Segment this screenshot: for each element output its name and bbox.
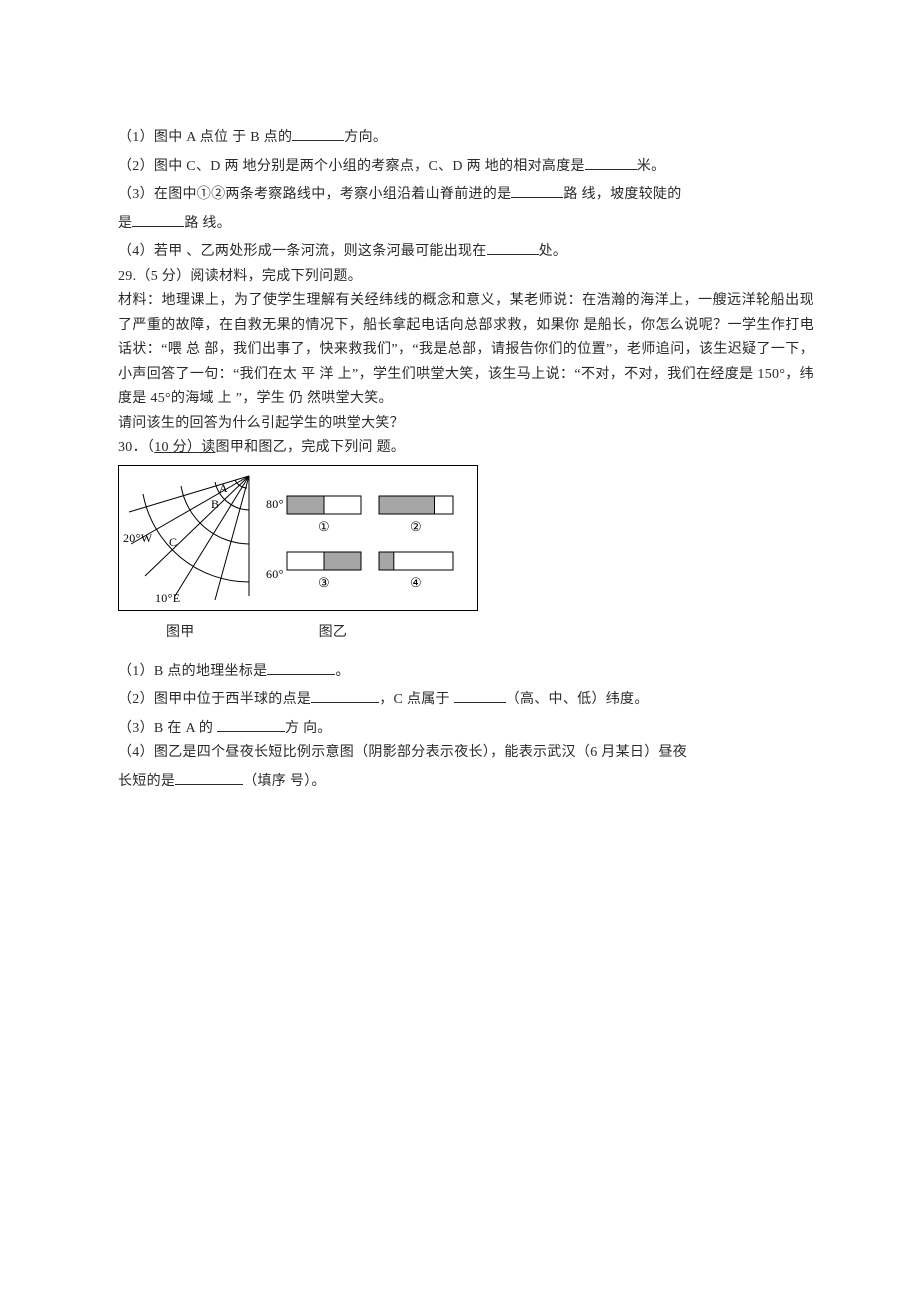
q28-sub3-line2: 是 路 线。 [118, 208, 814, 237]
q29-heading: 29.（5 分）阅读材料，完成下列问题。 [118, 265, 814, 290]
q30-sub4-line2: 长短的是 （填序 号）。 [118, 766, 814, 795]
svg-text:①: ① [318, 519, 330, 534]
blank [132, 208, 184, 227]
q28-sub3-pre: （3）在图中①②两条考察路线中，考察小组沿着山脊前进的是 [118, 187, 511, 202]
blank [217, 713, 285, 732]
label-60: 60° [266, 567, 284, 581]
label-10e: 10°E [155, 591, 180, 605]
q30-sub2-suf: （高、中、低）纬度。 [506, 692, 649, 707]
q30-sub2-pre: （2）图甲中位于西半球的点是 [118, 692, 311, 707]
q28-sub1-suf: 方向。 [344, 130, 387, 145]
blank [487, 236, 539, 255]
figure-container: 80° 60° 20°W 10°E A B C ① ② ③ ④ 图甲 图乙 [118, 465, 814, 646]
q28-sub1: （1）图中 A 点位 于 B 点的 方向。 [118, 122, 814, 151]
blank [175, 766, 243, 785]
q30-sub3: （3）B 在 A 的 方 向。 [118, 713, 814, 742]
q30-heading-suf: 图甲和图乙，完成下列问 题。 [216, 440, 406, 455]
label-80: 80° [266, 497, 284, 511]
caption-jia: 图甲 [166, 621, 195, 646]
q28-sub2: （2）图中 C、D 两 地分别是两个小组的考察点，C、D 两 地的相对高度是 米。 [118, 151, 814, 180]
svg-text:③: ③ [318, 575, 330, 590]
q28-sub3-l2-pre: 是 [118, 216, 132, 231]
q30-sub4-l2-pre: 长短的是 [118, 774, 175, 789]
q29-body: 材料：地理课上，为了使学生理解有关经纬线的概念和意义，某老师说：在浩瀚的海洋上，… [118, 289, 814, 412]
blank [585, 151, 637, 170]
q30-sub1: （1）B 点的地理坐标是 。 [118, 656, 814, 685]
point-B: B [211, 497, 219, 511]
q30-sub1-suf: 。 [335, 664, 349, 679]
q28-sub2-suf: 米。 [637, 159, 666, 174]
svg-text:④: ④ [410, 575, 422, 590]
caption-yi: 图乙 [319, 621, 348, 646]
q30-sub1-pre: （1）B 点的地理坐标是 [118, 664, 267, 679]
svg-text:②: ② [410, 519, 422, 534]
q29-question: 请问该生的回答为什么引起学生的哄堂大笑？ [118, 412, 814, 437]
q28-sub3-l2-suf: 路 线。 [184, 216, 231, 231]
figure-captions: 图甲 图乙 [118, 621, 814, 646]
label-20w: 20°W [123, 531, 153, 545]
blank [454, 684, 506, 703]
q30-heading-pre: 30．（ [118, 440, 154, 455]
q28-sub1-pre: （1）图中 A 点位 于 B 点的 [118, 130, 292, 145]
q30-sub2-mid: ，C 点属于 [379, 692, 450, 707]
q30-sub3-suf: 方 向。 [285, 721, 332, 736]
q28-sub2-pre: （2）图中 C、D 两 地分别是两个小组的考察点，C、D 两 地的相对高度是 [118, 159, 585, 174]
q28-sub3: （3）在图中①②两条考察路线中，考察小组沿着山脊前进的是 路 线，坡度较陡的 [118, 179, 814, 208]
q30-sub4: （4）图乙是四个昼夜长短比例示意图（阴影部分表示夜长），能表示武汉（6 月某日）… [118, 741, 814, 766]
point-A: A [219, 481, 228, 495]
q30-sub2: （2）图甲中位于西半球的点是 ，C 点属于 （高、中、低）纬度。 [118, 684, 814, 713]
figure-svg: 80° 60° 20°W 10°E A B C ① ② ③ ④ [118, 465, 478, 611]
q30-sub4-l2-suf: （填序 号）。 [243, 774, 326, 789]
q28-sub4-suf: 处。 [539, 244, 568, 259]
q28-sub4: （4）若甲 、乙两处形成一条河流，则这条河最可能出现在 处。 [118, 236, 814, 265]
q28-sub3-mid: 路 线，坡度较陡的 [563, 187, 681, 202]
blank [267, 656, 335, 675]
q30-sub3-pre: （3）B 在 A 的 [118, 721, 217, 736]
point-C: C [169, 535, 177, 549]
q28-sub4-pre: （4）若甲 、乙两处形成一条河流，则这条河最可能出现在 [118, 244, 487, 259]
blank [511, 179, 563, 198]
blank [292, 122, 344, 141]
q30-heading-u: 10 分）读 [154, 440, 215, 455]
q30-heading: 30．（10 分）读图甲和图乙，完成下列问 题。 [118, 436, 814, 461]
q30-sub4-pre: （4）图乙是四个昼夜长短比例示意图（阴影部分表示夜长），能表示武汉（6 月某日）… [118, 745, 687, 760]
blank [311, 684, 379, 703]
